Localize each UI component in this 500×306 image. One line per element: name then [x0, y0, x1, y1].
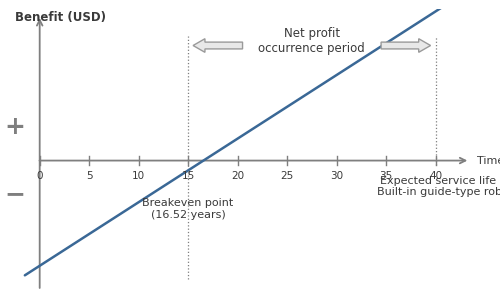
Text: Expected service life of
Built-in guide-type robot: Expected service life of Built-in guide-… [378, 176, 500, 197]
Text: 15: 15 [182, 171, 194, 181]
Text: 20: 20 [231, 171, 244, 181]
Text: 35: 35 [380, 171, 392, 181]
Text: 10: 10 [132, 171, 145, 181]
Text: Time (years): Time (years) [477, 155, 500, 166]
Text: Benefit (USD): Benefit (USD) [15, 11, 106, 24]
FancyArrow shape [193, 39, 242, 52]
Text: −: − [4, 182, 25, 206]
Text: 25: 25 [280, 171, 293, 181]
Text: Breakeven point
(16.52 years): Breakeven point (16.52 years) [142, 198, 234, 220]
Text: 5: 5 [86, 171, 92, 181]
Text: 0: 0 [36, 171, 43, 181]
Text: +: + [4, 115, 25, 139]
Text: Net profit
occurrence period: Net profit occurrence period [258, 27, 365, 55]
Text: 40: 40 [429, 171, 442, 181]
FancyArrow shape [381, 39, 430, 52]
Text: 30: 30 [330, 171, 343, 181]
